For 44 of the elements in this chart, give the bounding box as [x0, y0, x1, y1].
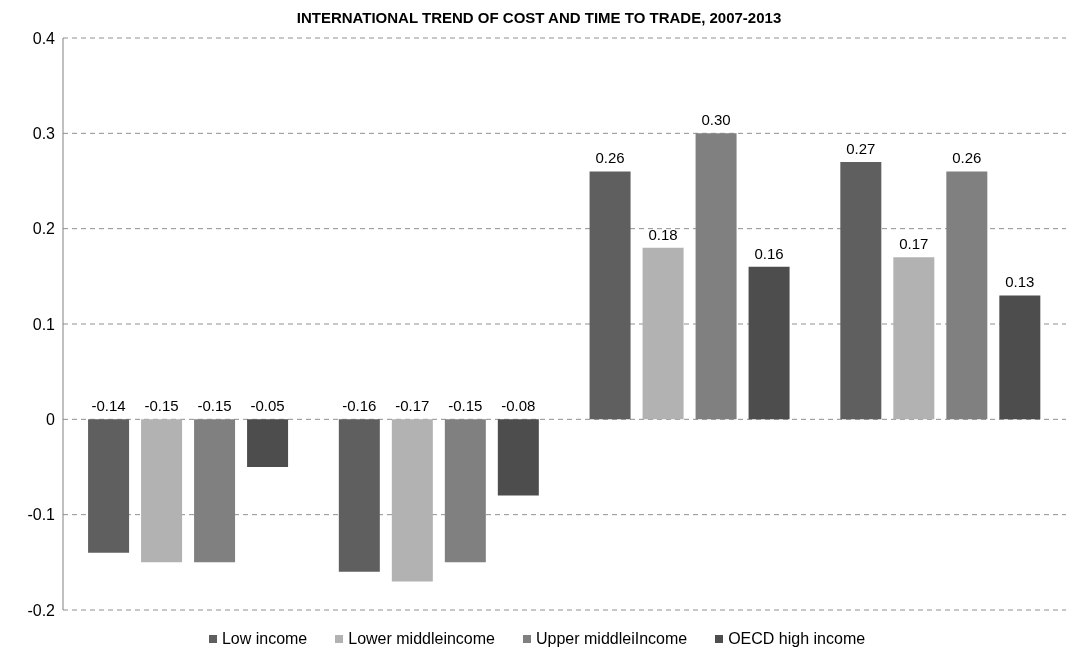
bar [338, 419, 380, 572]
data-label: 0.27 [846, 139, 876, 157]
data-label: 0.16 [754, 244, 784, 262]
data-label: -0.15 [197, 397, 232, 415]
data-label: -0.05 [250, 397, 285, 415]
data-label: 0.17 [899, 235, 929, 253]
y-tick-label: 0.1 [32, 315, 56, 333]
y-tick-label: 0 [46, 411, 56, 429]
data-label: 0.30 [701, 111, 731, 129]
data-label: 0.26 [952, 149, 982, 167]
chart-title: INTERNATIONAL TREND OF COST AND TIME TO TRADE, 2007-2013 [295, 8, 783, 28]
data-label: 0.13 [1005, 273, 1035, 291]
legend-label: Low income [220, 630, 308, 648]
legend-label: Upper middleiIncome [535, 630, 688, 648]
bar [893, 257, 935, 420]
bar [444, 419, 486, 563]
data-label: -0.17 [395, 397, 430, 415]
bar [642, 247, 684, 420]
bar [194, 419, 236, 563]
bar [999, 295, 1041, 420]
data-label: 0.26 [595, 149, 625, 167]
y-tick-label: 0.4 [32, 29, 56, 47]
bar [748, 266, 790, 420]
bar [391, 419, 433, 582]
data-label: -0.16 [342, 397, 377, 415]
bar [247, 419, 289, 467]
data-label: -0.15 [144, 397, 179, 415]
bar [946, 171, 988, 420]
bar [589, 171, 631, 420]
data-label: -0.14 [91, 397, 126, 415]
y-tick-label: -0.2 [27, 601, 56, 619]
y-tick-label: 0.3 [32, 125, 56, 143]
data-label: 0.18 [648, 225, 678, 243]
data-label: -0.15 [448, 397, 483, 415]
data-label: -0.08 [501, 397, 536, 415]
legend-label: OECD high income [727, 630, 866, 648]
bar [840, 161, 882, 420]
y-tick-label: -0.1 [27, 506, 56, 524]
y-tick-label: 0.2 [32, 220, 56, 238]
bar [497, 419, 539, 496]
bar [88, 419, 130, 553]
bar [695, 133, 737, 420]
bar [141, 419, 183, 563]
legend-label: Lower middleincome [347, 630, 495, 648]
